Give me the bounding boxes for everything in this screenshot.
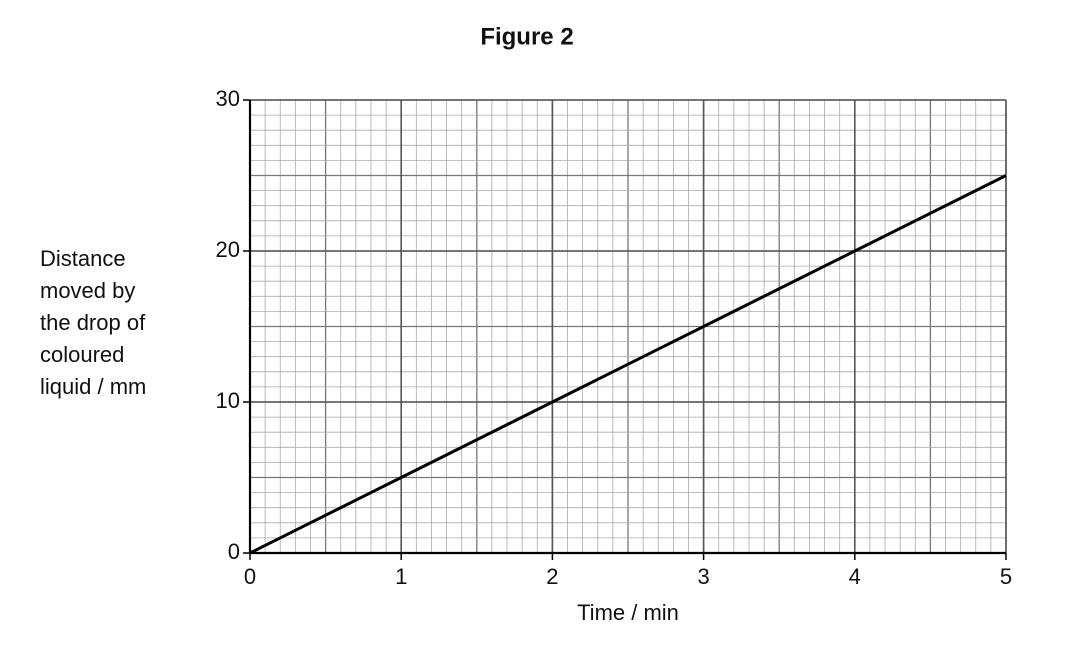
y-axis-label: the drop of: [40, 310, 146, 335]
y-axis-label: coloured: [40, 342, 124, 367]
data-line: [249, 174, 1007, 555]
x-tick-label: 5: [1000, 564, 1012, 589]
y-axis-label: moved by: [40, 278, 135, 303]
chart-title: Figure 2: [480, 23, 573, 50]
y-tick-label: 20: [216, 237, 240, 262]
x-tick-label: 1: [395, 564, 407, 589]
y-axis-label: Distance: [40, 246, 126, 271]
y-tick-label: 0: [228, 539, 240, 564]
x-tick-label: 2: [546, 564, 558, 589]
y-tick-label: 30: [216, 86, 240, 111]
x-tick-label: 4: [849, 564, 861, 589]
y-axis-label: liquid / mm: [40, 374, 146, 399]
x-tick-label: 0: [244, 564, 256, 589]
x-tick-label: 3: [697, 564, 709, 589]
x-axis-label: Time / min: [577, 600, 679, 625]
y-tick-label: 10: [216, 388, 240, 413]
